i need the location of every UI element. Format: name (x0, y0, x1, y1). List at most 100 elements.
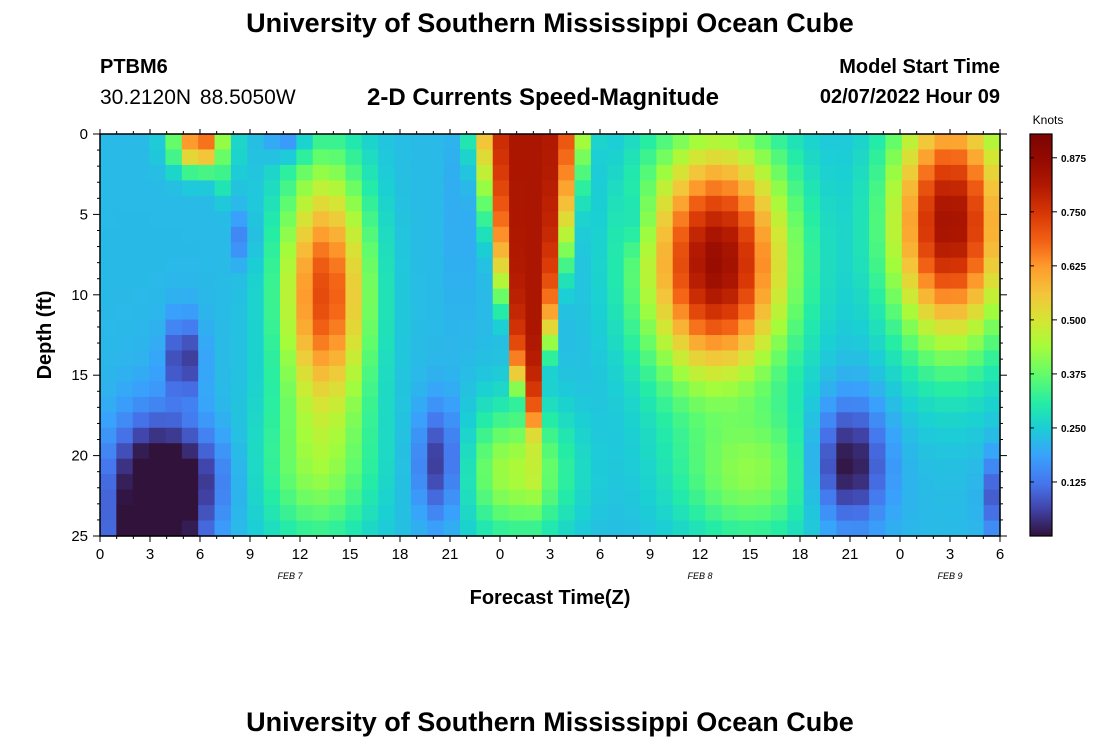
heatmap-cell (492, 412, 510, 429)
heatmap-cell (983, 489, 1001, 506)
heatmap-cell (770, 242, 788, 259)
heatmap-cell (656, 242, 674, 259)
heatmap-cell (247, 458, 265, 475)
heatmap-cell (934, 195, 952, 212)
heatmap-cell (394, 257, 412, 274)
heatmap-cell (116, 180, 134, 197)
heatmap-cell (247, 226, 265, 243)
heatmap-cell (918, 273, 936, 290)
heatmap-cell (656, 195, 674, 212)
heatmap-cell (165, 474, 183, 491)
heatmap-cell (443, 149, 461, 166)
heatmap-cell (770, 350, 788, 367)
heatmap-cell (116, 211, 134, 228)
heatmap-cell (116, 304, 134, 321)
heatmap-cell (280, 443, 297, 460)
heatmap-cell (885, 350, 903, 367)
heatmap-cell (476, 427, 494, 444)
y-axis: 0 5 10 15 20 25 (71, 126, 1007, 545)
heatmap-cell (165, 164, 183, 181)
heatmap-cell (361, 520, 379, 537)
heatmap-cell (280, 505, 297, 522)
heatmap-cell (427, 226, 445, 243)
heatmap-cell (787, 134, 805, 151)
heatmap-cell (492, 443, 510, 460)
heatmap-cell (492, 273, 510, 290)
heatmap-cell (623, 474, 641, 491)
heatmap-cell (574, 443, 592, 460)
heatmap-cell (378, 149, 396, 166)
heatmap-cell (852, 257, 870, 274)
heatmap-cell (574, 474, 592, 491)
heatmap-cell (787, 520, 805, 537)
heatmap-cell (296, 427, 314, 444)
heatmap-cell (410, 242, 428, 259)
heatmap-cell (852, 412, 870, 429)
heatmap-cell (149, 474, 167, 491)
heatmap-cell (378, 335, 396, 352)
heatmap-cell (901, 257, 919, 274)
heatmap-cell (181, 381, 199, 398)
heatmap-cell (803, 304, 821, 321)
heatmap-cell (950, 474, 968, 491)
heatmap-cell (640, 288, 657, 305)
model-start-value: 02/07/2022 Hour 09 (819, 86, 1000, 108)
heatmap-cell (852, 365, 870, 382)
heatmap-cell (345, 257, 363, 274)
heatmap-cell (247, 242, 265, 259)
heatmap-cell (116, 134, 134, 151)
heatmap-cell (509, 164, 527, 181)
heatmap-cell (476, 134, 494, 151)
heatmap-cell (149, 520, 167, 537)
heatmap-cell (967, 180, 985, 197)
heatmap-cell (738, 365, 756, 382)
heatmap-cell (934, 412, 952, 429)
heatmap-cell (263, 257, 281, 274)
heatmap-cell (361, 211, 379, 228)
heatmap-cell (705, 474, 723, 491)
heatmap-cell (263, 365, 281, 382)
heatmap-cell (558, 257, 576, 274)
heatmap-cell (263, 505, 281, 522)
heatmap-cell (852, 443, 870, 460)
heatmap-cell (394, 412, 412, 429)
heatmap-cell (476, 350, 494, 367)
heatmap-cell (427, 474, 445, 491)
heatmap-cell (934, 427, 952, 444)
heatmap-cell (214, 365, 232, 382)
heatmap-cell (640, 381, 657, 398)
heatmap-cell (721, 180, 739, 197)
heatmap-cell (901, 443, 919, 460)
heatmap-cell (754, 489, 772, 506)
heatmap-cell (378, 319, 396, 336)
heatmap-cell (705, 149, 723, 166)
heatmap-cell (672, 257, 690, 274)
heatmap-cell (132, 489, 150, 506)
heatmap-cell (869, 211, 887, 228)
heatmap-cell (558, 304, 576, 321)
heatmap-cell (787, 505, 805, 522)
heatmap-cell (607, 365, 625, 382)
heatmap-cell (230, 134, 248, 151)
heatmap-cell (869, 180, 887, 197)
heatmap-cell (869, 164, 887, 181)
heatmap-cell (116, 288, 134, 305)
x-tick-label: 21 (842, 546, 859, 563)
heatmap-cell (149, 458, 167, 475)
heatmap-cell (230, 505, 248, 522)
heatmap-cell (967, 520, 985, 537)
heatmap-cell (967, 505, 985, 522)
heatmap-cell (689, 350, 707, 367)
heatmap-cell (198, 427, 216, 444)
heatmap-cell (427, 335, 445, 352)
heatmap-cell (296, 288, 314, 305)
heatmap-cell (836, 335, 854, 352)
heatmap-cell (116, 257, 134, 274)
heatmap-cell (656, 505, 674, 522)
heatmap-cell (689, 273, 707, 290)
heatmap-cell (525, 365, 543, 382)
heatmap-cell (247, 489, 265, 506)
heatmap-cell (329, 505, 347, 522)
heatmap-cell (705, 396, 723, 413)
heatmap-cell (541, 180, 559, 197)
